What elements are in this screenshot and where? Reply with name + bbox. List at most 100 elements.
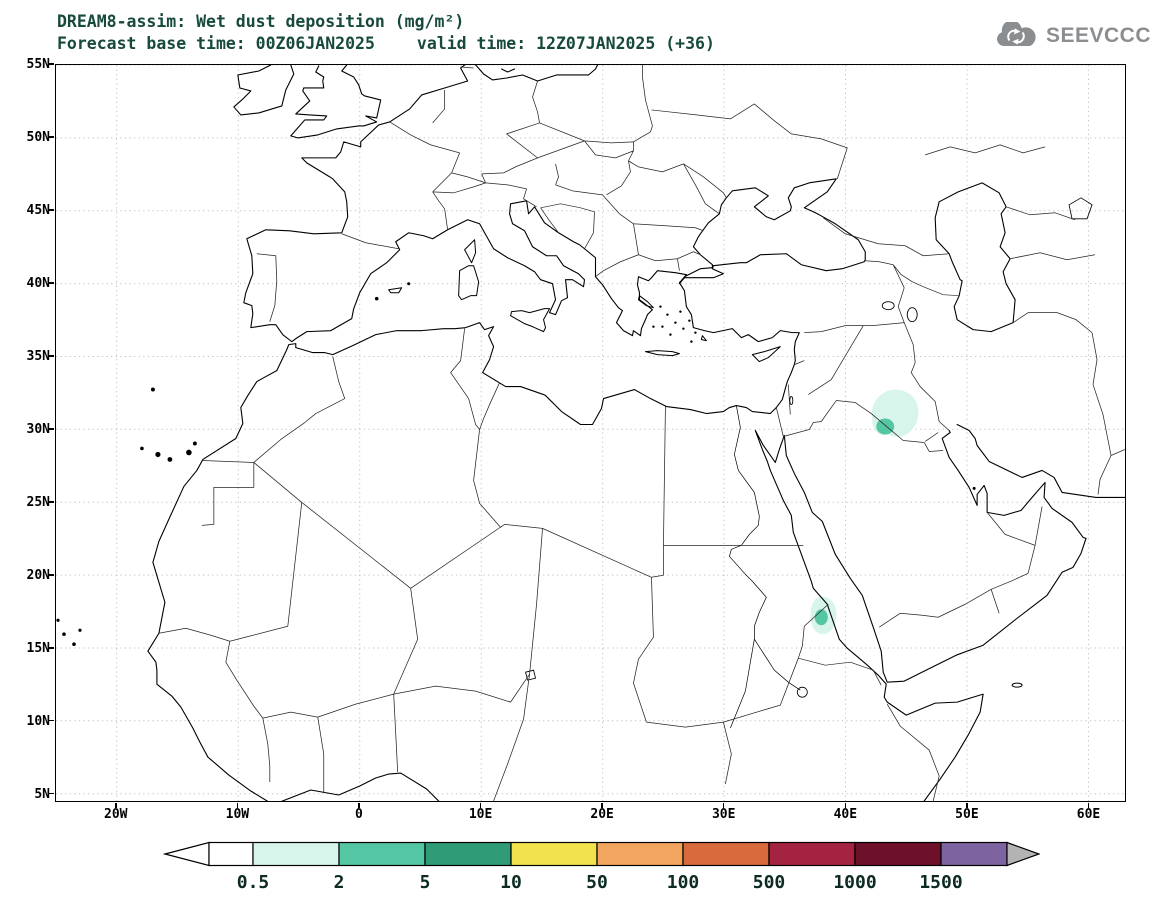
lon-axis-label-20E: 20E: [590, 807, 614, 822]
coast-british-isles: [233, 65, 382, 139]
island-bahrain: [972, 486, 976, 490]
lon-axis-label-10W: 10W: [225, 807, 250, 822]
colorbar-segment-4: [596, 841, 684, 867]
island-capeverde-1: [62, 632, 66, 637]
border-lines-middle-east: [775, 312, 1125, 628]
lat-axis-label-35N: 35N: [26, 348, 50, 364]
lat-tick-15N: [49, 647, 54, 649]
island-capeverde-3: [78, 628, 82, 632]
valid-time: valid time: 12Z07JAN2025 (+36): [416, 34, 715, 53]
aegean-islet: [679, 310, 682, 313]
colorbar-boundary-label-1000: 1000: [833, 872, 877, 893]
coast-baltic: [475, 65, 599, 82]
island-madeira: [150, 387, 155, 392]
colorbar-boundary-label-500: 500: [752, 872, 786, 893]
coast-black-sea: [678, 178, 866, 285]
colorbar-under-band: [208, 841, 254, 867]
dust-deposition-patches: [810, 389, 919, 635]
colorbar-over-band: [940, 841, 1008, 867]
colorbar-over-arrow: [1006, 841, 1040, 867]
coastlines: [147, 65, 1125, 801]
colorbar-segment-3: [510, 841, 598, 867]
lon-axis-label-60E: 60E: [1076, 807, 1101, 822]
lat-tick-45N: [49, 209, 54, 211]
dust-patch-iraq-core: [876, 418, 895, 435]
colorbar-boundary-label-2: 2: [333, 872, 345, 893]
lon-axis-label-10E: 10E: [468, 807, 493, 822]
colorbar-under-arrow: [163, 841, 210, 867]
island-canary-3: [167, 457, 173, 462]
colorbar-segment-2: [424, 841, 512, 867]
chart-title: DREAM8-assim: Wet dust deposition (mg/m²…: [57, 12, 465, 31]
aegean-islet: [690, 340, 693, 343]
border-lines-africa: [158, 328, 940, 801]
lon-axis-label-20W: 20W: [104, 807, 128, 822]
colorbar-boundary-label-50: 50: [586, 872, 608, 893]
island-canary-1: [140, 446, 144, 451]
lat-axis-label-40N: 40N: [26, 275, 50, 291]
lat-axis-label-5N: 5N: [34, 786, 50, 802]
lat-tick-50N: [49, 136, 54, 138]
lat-axis-label-45N: 45N: [26, 202, 50, 218]
lat-tick-10N: [49, 719, 54, 722]
aral-sea: [1068, 197, 1093, 220]
lon-tick-40E: [844, 803, 847, 808]
aegean-islet: [666, 313, 669, 316]
colorbar-boundary-label-100: 100: [666, 872, 700, 893]
lon-tick-20W: [115, 803, 117, 808]
lake-chad: [525, 669, 537, 681]
colorbar-segment-5: [682, 841, 770, 867]
colorbar-segment-6: [768, 841, 856, 867]
lat-tick-40N: [49, 282, 54, 284]
colorbar-segment-0: [252, 841, 340, 867]
colorbar-segment-1: [338, 841, 426, 867]
rivers: [728, 405, 801, 729]
aegean-islet: [682, 327, 685, 330]
aegean-islet: [659, 305, 662, 308]
border-lines-europe: [256, 65, 1096, 323]
colorbar-boundary-label-5: 5: [419, 872, 431, 893]
gridlines: [56, 65, 1125, 801]
lon-axis-label-0: 0: [355, 807, 363, 822]
lake-urmia: [906, 307, 918, 323]
colorbar-boundary-label-10: 10: [500, 872, 522, 893]
colorbar: 0.5 2 5 10 50 100 500 1000 1500: [163, 841, 1040, 903]
island-capeverde-4: [56, 618, 60, 622]
logo-text: SEEVCCC: [1045, 24, 1151, 47]
lat-tick-30N: [49, 428, 54, 430]
aegean-islet: [688, 319, 691, 322]
aegean-islet: [694, 331, 697, 334]
coast-europe-africa: [147, 65, 800, 801]
aegean-islet: [652, 325, 655, 328]
lon-tick-0: [358, 803, 360, 808]
lat-axis-label-10N: 10N: [26, 713, 50, 729]
colorbar-boundary-label-1500: 1500: [919, 872, 963, 893]
island-canary-5: [192, 441, 197, 446]
nile-river: [728, 405, 801, 729]
lat-tick-55N: [49, 63, 54, 65]
colorbar-scale: [163, 841, 1040, 867]
lon-tick-20E: [601, 803, 603, 808]
country-borders: [158, 65, 1125, 801]
lat-axis-label-15N: 15N: [26, 640, 50, 656]
aegean-islet: [661, 325, 664, 328]
dead-sea: [789, 396, 794, 405]
lon-tick-10E: [479, 803, 482, 808]
lon-axis-label-50E: 50E: [955, 807, 979, 822]
island-ibiza: [374, 296, 379, 301]
colorbar-boundary-label-0.5: 0.5: [236, 872, 270, 893]
lake-tana: [796, 686, 808, 698]
lon-axis-label-40E: 40E: [833, 807, 858, 822]
coast-caspian: [934, 182, 1016, 333]
lake-van: [881, 301, 895, 311]
chart-subtitle: Forecast base time: 00Z06JAN2025 valid ti…: [57, 33, 715, 55]
lat-axis-label-25N: 25N: [26, 494, 50, 510]
lat-axis-label-50N: 50N: [26, 129, 50, 145]
island-minorca: [407, 282, 411, 286]
lat-axis-label-30N: 30N: [26, 421, 50, 437]
colorbar-segment-7: [854, 841, 942, 867]
cloud-logo-icon: [997, 22, 1036, 46]
lon-tick-50E: [966, 803, 968, 808]
lon-tick-60E: [1087, 803, 1090, 808]
